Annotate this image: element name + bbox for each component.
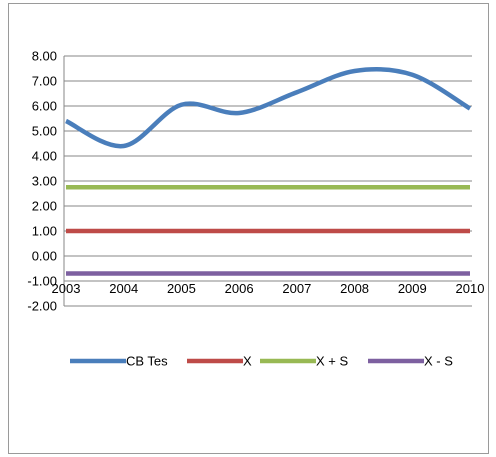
- y-tick-label: 3.00: [32, 174, 57, 189]
- legend-label: X: [243, 354, 252, 369]
- y-axis-tick-labels: 8.00 7.00 6.00 5.00 4.00 3.00 2.00 1.00 0.00 -1.0…: [27, 49, 57, 314]
- chart-area: [8, 3, 489, 454]
- y-tick-label: 4.00: [32, 149, 57, 164]
- y-tick-label: 2.00: [32, 199, 57, 214]
- gridlines: [63, 55, 472, 307]
- x-tick-label: 2005: [167, 281, 196, 296]
- series-line-cb-tes: [64, 67, 472, 149]
- x-tick-label: 2010: [456, 281, 485, 296]
- y-tick-label: 1.00: [32, 224, 57, 239]
- x-tick-label: 2007: [282, 281, 311, 296]
- legend: CB Tes X X + S X - S: [70, 354, 453, 369]
- x-tick-label: 2009: [398, 281, 427, 296]
- legend-label: CB Tes: [126, 354, 168, 369]
- y-tick-label: 6.00: [32, 99, 57, 114]
- y-tick-label: -2.00: [27, 299, 57, 314]
- x-tick-label: 2006: [225, 281, 254, 296]
- legend-label: X - S: [424, 354, 453, 369]
- series-lines: [64, 67, 472, 276]
- x-axis-tick-labels: 2003 2004 2005 2006 2007 2008 2009 2010: [52, 281, 485, 296]
- y-tick-label: 0.00: [32, 249, 57, 264]
- y-tick-label: 7.00: [32, 74, 57, 89]
- x-tick-label: 2008: [340, 281, 369, 296]
- x-tick-label: 2004: [109, 281, 138, 296]
- y-tick-label: -1.00: [27, 274, 57, 289]
- legend-label: X + S: [316, 354, 348, 369]
- x-tick-label: 2003: [52, 281, 81, 296]
- y-tick-label: 5.00: [32, 124, 57, 139]
- y-tick-label: 8.00: [32, 49, 57, 64]
